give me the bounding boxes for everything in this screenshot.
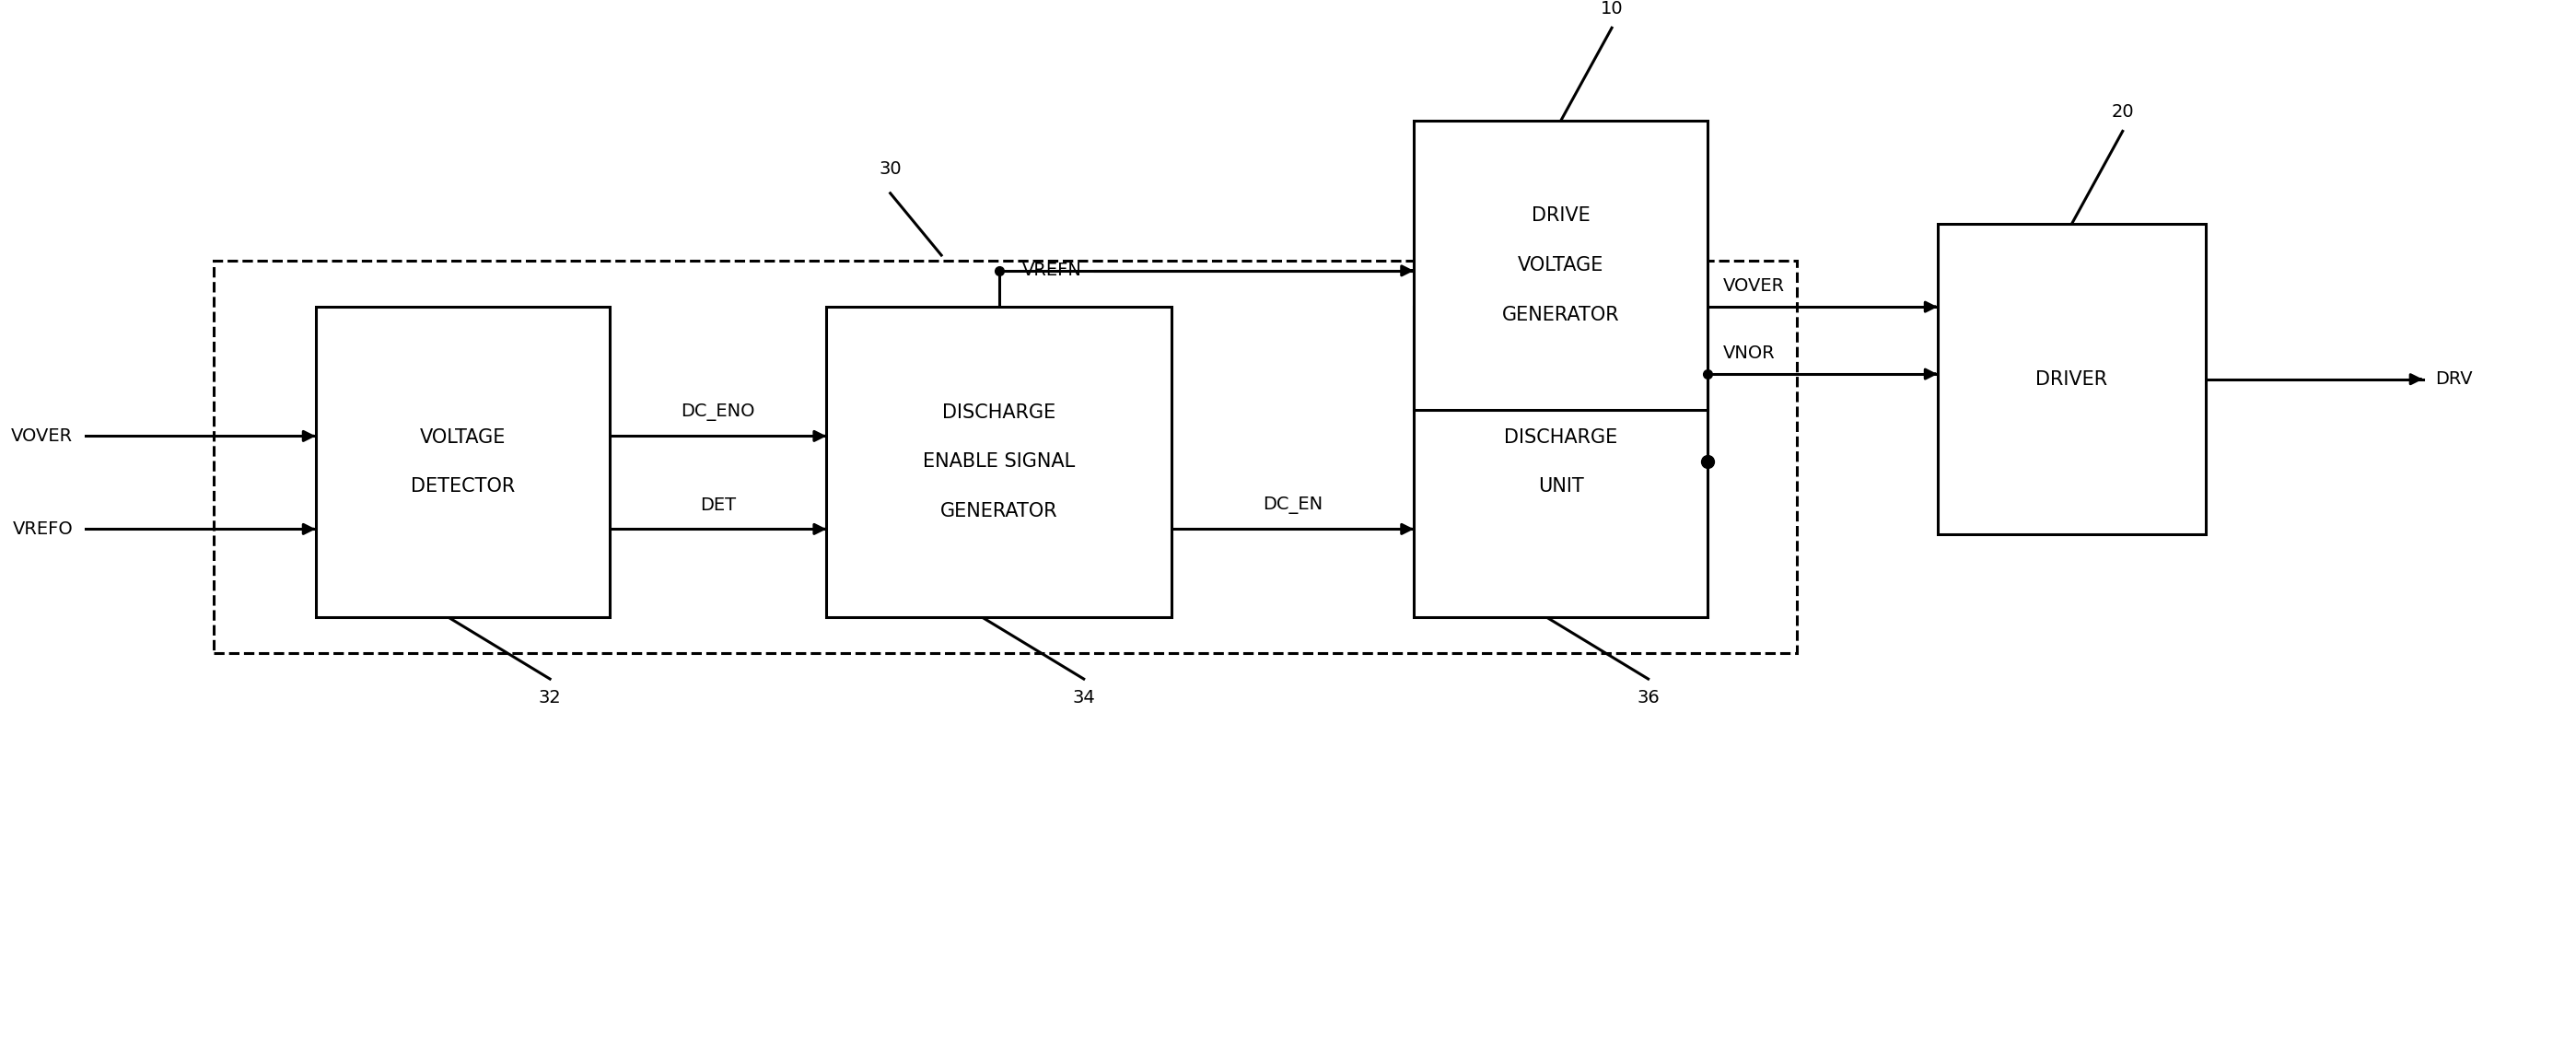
Text: 34: 34 (1072, 689, 1095, 706)
Text: DRIVE: DRIVE (1530, 207, 1589, 225)
FancyBboxPatch shape (827, 307, 1172, 617)
Text: DC_EN: DC_EN (1262, 496, 1321, 514)
Text: VREFN: VREFN (1023, 262, 1082, 280)
Text: DETECTOR: DETECTOR (410, 477, 515, 496)
Text: VNOR: VNOR (1723, 344, 1775, 362)
Text: DRIVER: DRIVER (2035, 370, 2107, 389)
Text: VOLTAGE: VOLTAGE (420, 428, 505, 447)
Text: DISCHARGE: DISCHARGE (943, 404, 1056, 421)
Text: 30: 30 (878, 160, 902, 178)
Text: 36: 36 (1636, 689, 1659, 706)
Text: DRV: DRV (2434, 370, 2473, 388)
Text: DISCHARGE: DISCHARGE (1504, 428, 1618, 447)
Text: VREFO: VREFO (13, 520, 72, 538)
Text: DC_ENO: DC_ENO (680, 404, 755, 420)
Text: ENABLE SIGNAL: ENABLE SIGNAL (922, 453, 1074, 471)
Text: VOLTAGE: VOLTAGE (1517, 256, 1605, 274)
Text: DET: DET (701, 496, 737, 514)
FancyBboxPatch shape (1937, 224, 2205, 534)
Text: VOVER: VOVER (1723, 277, 1785, 294)
FancyBboxPatch shape (1414, 121, 1708, 410)
Text: 32: 32 (538, 689, 562, 706)
Text: 20: 20 (2112, 103, 2133, 121)
FancyBboxPatch shape (1414, 307, 1708, 617)
Text: 10: 10 (1600, 0, 1623, 18)
Text: GENERATOR: GENERATOR (940, 502, 1059, 520)
FancyBboxPatch shape (317, 307, 611, 617)
Text: VOVER: VOVER (10, 428, 72, 445)
Text: UNIT: UNIT (1538, 477, 1584, 496)
Text: GENERATOR: GENERATOR (1502, 306, 1620, 325)
